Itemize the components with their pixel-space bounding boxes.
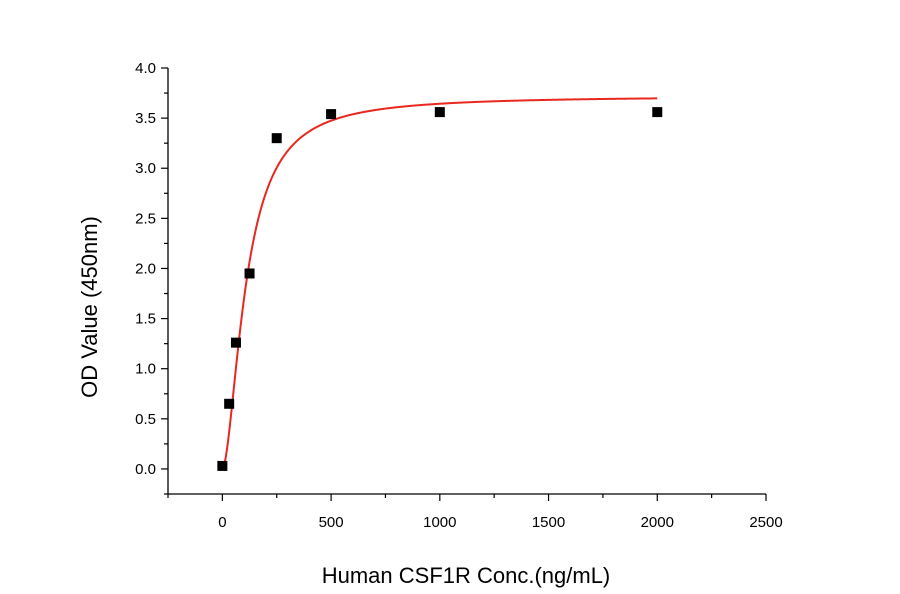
x-tick-label: 0 xyxy=(218,514,226,531)
y-tick-label: 4.0 xyxy=(135,60,156,77)
y-tick-label: 3.5 xyxy=(135,110,156,127)
y-tick-label: 3.0 xyxy=(135,160,156,177)
x-tick-label: 500 xyxy=(319,514,344,531)
data-point xyxy=(224,398,235,409)
ticks-group: 0.0 0.5 1.0 1.5 2.0 2.5 3.0 3.5 4.0 0 500 1000 1500 2… xyxy=(135,60,783,531)
fit-curve xyxy=(221,97,658,470)
x-tick-label: 1000 xyxy=(423,514,456,531)
data-point xyxy=(230,337,241,348)
data-point xyxy=(326,109,337,120)
x-tick-label: 2500 xyxy=(749,514,782,531)
data-point xyxy=(217,460,228,471)
y-tick-label: 1.5 xyxy=(135,311,156,328)
x-tick-label: 1500 xyxy=(532,514,565,531)
y-tick-label: 2.5 xyxy=(135,210,156,227)
fit-curve-group xyxy=(221,97,658,470)
data-point xyxy=(271,133,282,144)
y-axis-title: OD Value (450nm) xyxy=(77,216,102,398)
data-point xyxy=(244,268,255,279)
axes-group xyxy=(167,68,766,495)
data-point xyxy=(652,107,663,118)
data-point xyxy=(434,107,445,118)
data-points-group xyxy=(217,107,663,471)
y-tick-label: 1.0 xyxy=(135,361,156,378)
y-tick-label: 0.5 xyxy=(135,411,156,428)
x-axis-title: Human CSF1R Conc.(ng/mL) xyxy=(322,563,611,588)
y-tick-label: 2.0 xyxy=(135,260,156,277)
x-tick-label: 2000 xyxy=(641,514,674,531)
y-tick-label: 0.0 xyxy=(135,461,156,478)
